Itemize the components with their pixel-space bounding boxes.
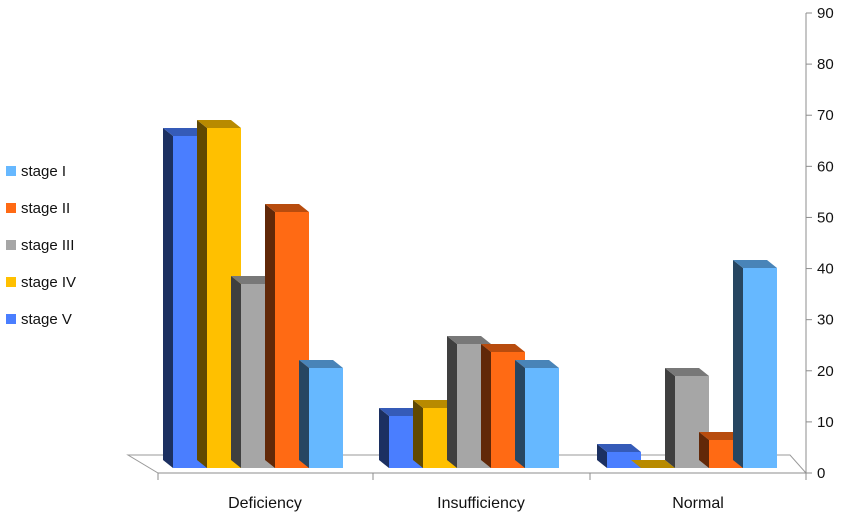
x-tick-label: Insufficiency	[437, 495, 525, 512]
bar-top	[299, 360, 343, 368]
legend-label: stage II	[21, 200, 70, 217]
y-tick-label: 40	[817, 261, 834, 278]
legend: stage I stage II stage III stage IV stage V	[6, 163, 76, 328]
bar-top	[447, 336, 491, 344]
bar-top	[699, 432, 743, 440]
bar-top	[515, 360, 559, 368]
legend-label: stage IV	[21, 274, 76, 291]
legend-item: stage II	[6, 200, 70, 217]
bar-side	[733, 260, 743, 468]
bar-top	[163, 128, 207, 136]
bar-side	[481, 344, 491, 468]
legend-label: stage I	[21, 163, 66, 180]
bar-side	[163, 128, 173, 468]
bar-side	[665, 368, 675, 468]
x-axis: Deficiency Insufficiency Normal	[157, 472, 807, 512]
bar-front	[743, 268, 777, 468]
x-tick-label: Normal	[672, 495, 724, 512]
bar-side	[197, 120, 207, 468]
legend-swatch	[6, 277, 16, 287]
bar-front	[525, 368, 559, 468]
bar-top	[379, 408, 423, 416]
y-tick-label: 90	[817, 5, 834, 22]
bar-side	[231, 276, 241, 468]
y-tick-label: 80	[817, 56, 834, 73]
y-axis: 0 10 20 30 40 50 60 70 80 90	[805, 5, 834, 482]
legend-item: stage III	[6, 237, 74, 254]
y-tick-label: 0	[817, 465, 825, 482]
bar	[299, 360, 343, 468]
y-tick-label: 10	[817, 414, 834, 431]
bar-side	[515, 360, 525, 468]
bar-side	[699, 432, 709, 468]
bar-top	[733, 260, 777, 268]
y-tick-label: 50	[817, 209, 834, 226]
legend-swatch	[6, 203, 16, 213]
bar-top	[197, 120, 241, 128]
legend-item: stage I	[6, 163, 66, 180]
bars	[163, 120, 777, 468]
bar-side	[299, 360, 309, 468]
legend-item: stage V	[6, 311, 72, 328]
y-tick-label: 70	[817, 107, 834, 124]
bar-side	[265, 204, 275, 468]
bar-top	[631, 460, 675, 468]
y-tick-label: 20	[817, 363, 834, 380]
bar-side	[413, 400, 423, 468]
legend-item: stage IV	[6, 274, 76, 291]
x-tick-label: Deficiency	[228, 495, 302, 512]
bar-top	[665, 368, 709, 376]
bar	[631, 460, 675, 468]
bar	[597, 444, 641, 468]
bar-top	[597, 444, 641, 452]
bar	[515, 360, 559, 468]
legend-swatch	[6, 240, 16, 250]
legend-label: stage III	[21, 237, 74, 254]
y-tick-label: 60	[817, 158, 834, 175]
legend-label: stage V	[21, 311, 72, 328]
bar-front	[607, 452, 641, 468]
bar-top	[481, 344, 525, 352]
bar-top	[413, 400, 457, 408]
bar-top	[231, 276, 275, 284]
bar-side	[379, 408, 389, 468]
bar-side	[447, 336, 457, 468]
bar-top	[265, 204, 309, 212]
y-tick-label: 30	[817, 312, 834, 329]
bar	[733, 260, 777, 468]
legend-swatch	[6, 314, 16, 324]
bar-front	[309, 368, 343, 468]
legend-swatch	[6, 166, 16, 176]
